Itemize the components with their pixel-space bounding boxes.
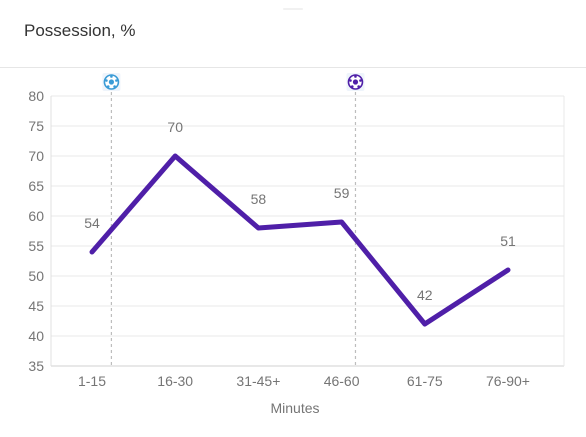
chart-title: Possession, % bbox=[24, 21, 136, 40]
data-label: 58 bbox=[251, 191, 267, 207]
y-tick-label: 60 bbox=[28, 208, 44, 224]
data-label: 70 bbox=[167, 119, 183, 135]
x-tick-label: 1-15 bbox=[78, 373, 106, 389]
x-tick-label: 31-45+ bbox=[236, 373, 280, 389]
drag-handle bbox=[283, 8, 303, 10]
x-tick-label: 76-90+ bbox=[486, 373, 530, 389]
y-tick-label: 65 bbox=[28, 178, 44, 194]
data-label: 59 bbox=[334, 185, 350, 201]
soccer-ball-icon bbox=[102, 73, 121, 91]
data-label: 42 bbox=[417, 287, 433, 303]
event-markers bbox=[102, 73, 365, 366]
y-tick-label: 40 bbox=[28, 328, 44, 344]
y-tick-label: 80 bbox=[28, 88, 44, 104]
y-tick-label: 45 bbox=[28, 298, 44, 314]
y-tick-label: 50 bbox=[28, 268, 44, 284]
y-tick-label: 55 bbox=[28, 238, 44, 254]
y-tick-label: 75 bbox=[28, 118, 44, 134]
data-label: 54 bbox=[84, 215, 100, 231]
possession-line bbox=[89, 153, 511, 327]
data-label: 51 bbox=[500, 233, 516, 249]
x-tick-label: 16-30 bbox=[157, 373, 193, 389]
soccer-ball-icon bbox=[346, 73, 365, 91]
x-axis-title: Minutes bbox=[270, 400, 319, 416]
possession-line-chart: 35 40 45 50 55 60 65 70 75 80 1-15 16-30 31-45+ 46-60… bbox=[28, 73, 565, 416]
series-layer bbox=[89, 153, 511, 327]
x-tick-label: 46-60 bbox=[324, 373, 360, 389]
axes: 35 40 45 50 55 60 65 70 75 80 1-15 16-30 31-45+ 46-60… bbox=[28, 88, 530, 389]
y-tick-label: 35 bbox=[28, 358, 44, 374]
card-header: Possession, % bbox=[0, 0, 586, 68]
data-labels: 54 70 58 59 42 51 bbox=[84, 119, 516, 303]
x-tick-label: 61-75 bbox=[407, 373, 443, 389]
y-tick-label: 70 bbox=[28, 148, 44, 164]
grid-layer bbox=[50, 95, 565, 367]
